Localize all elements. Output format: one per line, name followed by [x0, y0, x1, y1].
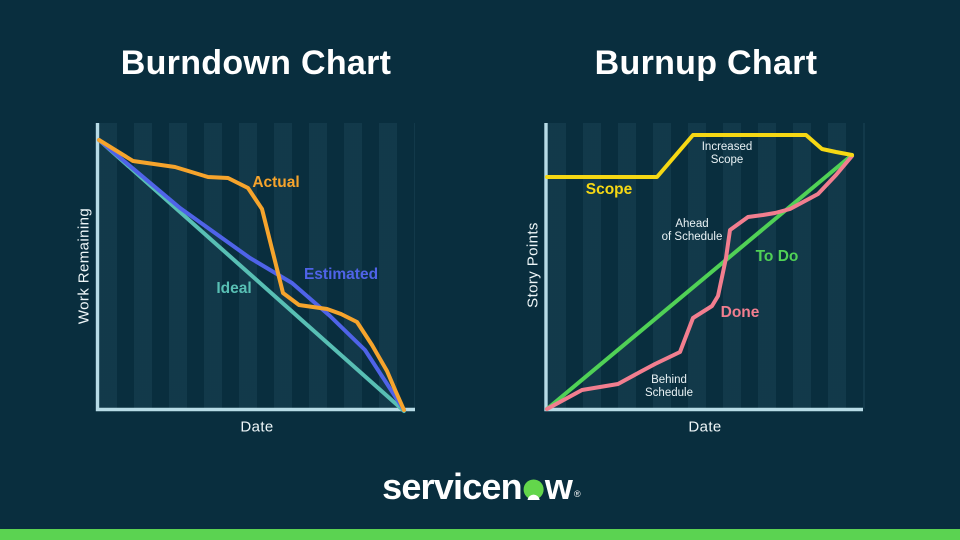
registered-trademark-symbol: ®	[574, 489, 581, 499]
logo-text-suffix: w	[544, 466, 573, 507]
burnup-plot-stripes	[548, 123, 865, 409]
burndown-axes	[95, 123, 415, 412]
ahead-of-schedule-line1: Ahead	[675, 217, 709, 230]
behind-schedule-line1: Behind	[651, 373, 687, 386]
increased-scope-line1: Increased	[701, 140, 753, 153]
behind-schedule-annotation: Behind Schedule	[645, 374, 693, 400]
estimated-line	[97, 138, 406, 412]
logo-text-prefix: servicen	[382, 466, 523, 507]
done-line	[545, 154, 854, 411]
ahead-of-schedule-line2: of Schedule	[661, 231, 723, 243]
actual-line	[97, 138, 406, 412]
increased-scope-annotation: Increased Scope	[702, 141, 753, 167]
todo-line	[545, 153, 854, 411]
burndown-x-axis-label: Date	[240, 418, 274, 436]
actual-label: Actual	[252, 174, 300, 191]
todo-label: To Do	[755, 248, 799, 265]
scope-label: Scope	[585, 181, 633, 198]
burndown-y-axis-label: Work Remaining	[75, 207, 93, 325]
burndown-plot-stripes	[99, 123, 415, 409]
servicenow-o-mark-icon	[523, 479, 544, 500]
burnup-chart-title: Burnup Chart	[594, 44, 818, 82]
burnup-x-axis-label: Date	[688, 418, 722, 436]
servicenow-logo: servicen w ®	[382, 466, 581, 508]
footer-accent-bar	[0, 529, 960, 540]
estimated-label: Estimated	[303, 266, 379, 283]
burnup-y-axis-label: Story Points	[524, 222, 542, 308]
ahead-of-schedule-annotation: Ahead of Schedule	[662, 218, 723, 244]
increased-scope-line2: Scope	[710, 154, 744, 166]
burndown-chart-title: Burndown Chart	[120, 44, 392, 82]
done-label: Done	[720, 304, 760, 321]
ideal-label: Ideal	[216, 280, 252, 297]
behind-schedule-line2: Schedule	[645, 387, 693, 399]
scope-line	[545, 133, 854, 179]
